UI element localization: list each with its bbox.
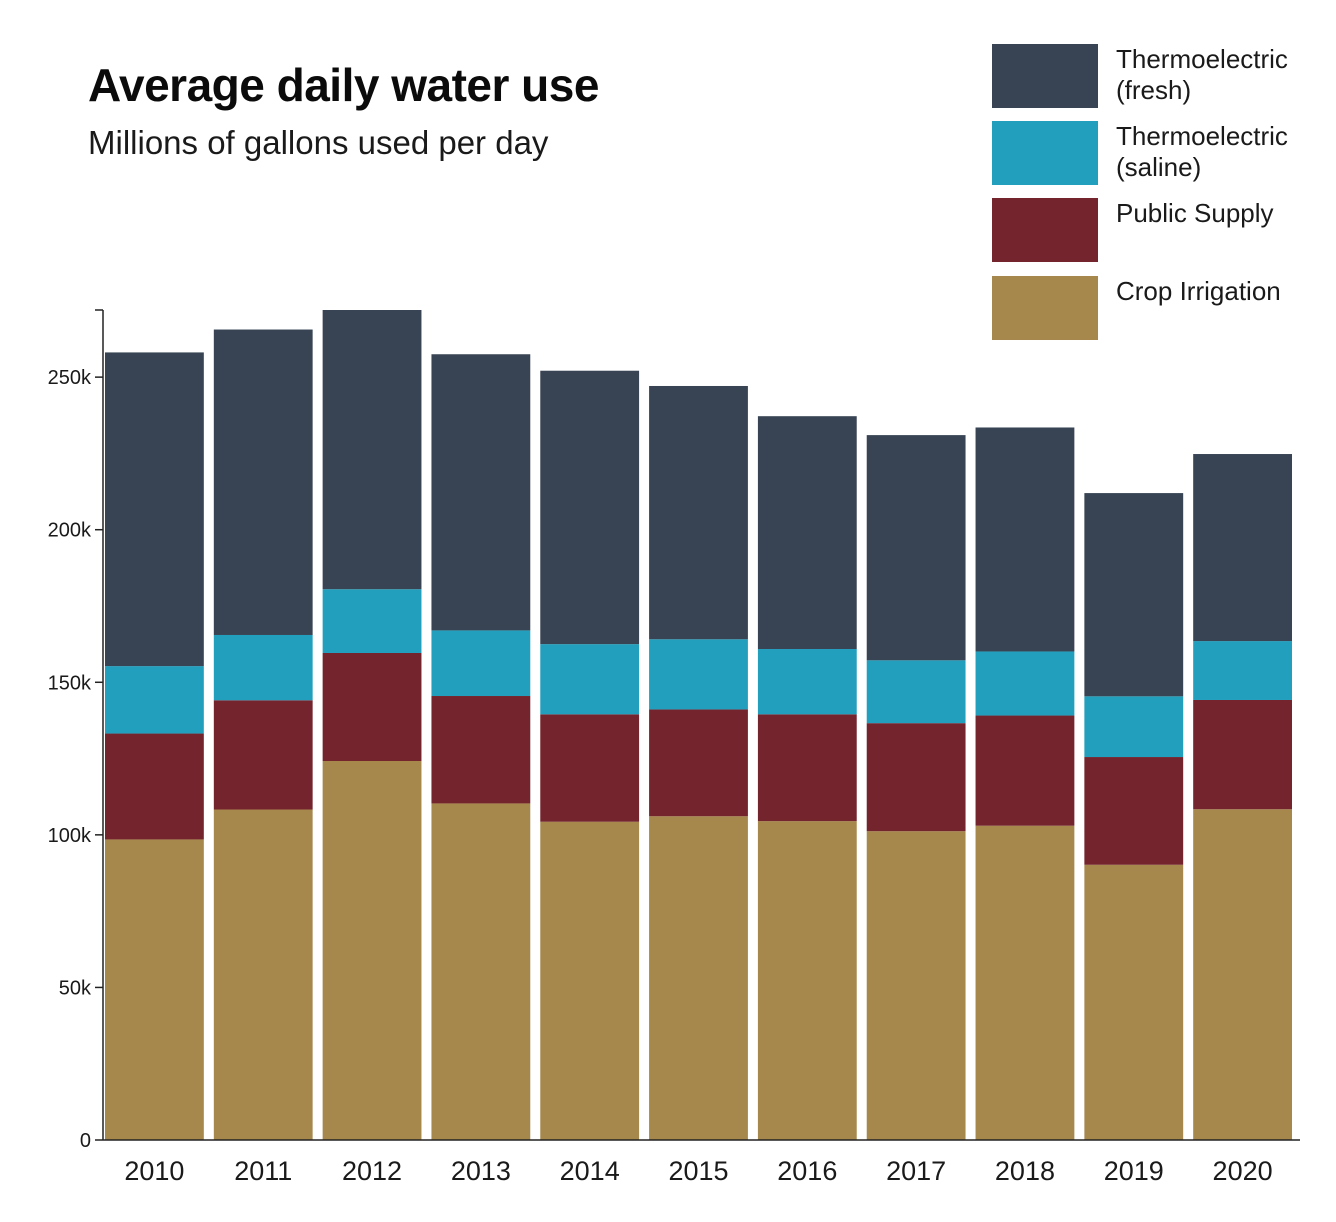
bar-2011-public-supply bbox=[213, 700, 313, 810]
bar-2010-thermoelectric-saline bbox=[105, 666, 204, 734]
bar-2016-public-supply bbox=[757, 714, 857, 822]
bar-2018-public-supply bbox=[975, 715, 1075, 826]
x-tick-label: 2018 bbox=[995, 1156, 1055, 1186]
legend-item-thermoelectric-saline: Thermoelectric (saline) bbox=[992, 121, 1332, 185]
axes: 2010 2011 2012 2013 2014 2015 2016 2017 2018 2019… bbox=[48, 309, 1300, 1186]
bar-2017-thermoelectric-saline bbox=[866, 660, 966, 724]
bar-2016-thermoelectric-saline bbox=[757, 649, 857, 715]
bar-2011-thermoelectric-fresh bbox=[213, 329, 313, 635]
bar-2014-public-supply bbox=[540, 714, 640, 822]
bar-2018-thermoelectric-saline bbox=[975, 651, 1075, 716]
bar-2010-crop-irrigation bbox=[105, 839, 204, 1140]
y-tick-label: 200k bbox=[48, 520, 92, 542]
bar-2012-crop-irrigation bbox=[322, 761, 422, 1140]
bar-2012-thermoelectric-saline bbox=[322, 589, 422, 653]
bar-2010-public-supply bbox=[105, 733, 204, 840]
bar-2016-thermoelectric-fresh bbox=[757, 416, 857, 650]
bar-2015-crop-irrigation bbox=[649, 816, 748, 1140]
x-tick-label: 2019 bbox=[1104, 1156, 1164, 1186]
bar-2020-crop-irrigation bbox=[1193, 809, 1292, 1140]
bar-2020-thermoelectric-saline bbox=[1193, 641, 1292, 700]
legend-swatch-public-supply bbox=[992, 198, 1098, 262]
bar-2020-thermoelectric-fresh bbox=[1193, 454, 1292, 642]
y-tick-label: 0 bbox=[80, 1130, 91, 1152]
bar-2017-crop-irrigation bbox=[866, 831, 966, 1140]
bar-2016-crop-irrigation bbox=[757, 821, 857, 1140]
chart-subtitle: Millions of gallons used per day bbox=[88, 124, 549, 161]
bar-2013-thermoelectric-fresh bbox=[431, 354, 531, 631]
x-tick-label: 2011 bbox=[234, 1156, 292, 1186]
bar-group bbox=[105, 310, 1292, 1140]
x-tick-label: 2012 bbox=[342, 1156, 402, 1186]
bar-2019-thermoelectric-saline bbox=[1084, 696, 1184, 758]
bar-2018-thermoelectric-fresh bbox=[975, 427, 1075, 652]
y-tick-label: 100k bbox=[48, 825, 92, 847]
bar-2015-thermoelectric-fresh bbox=[649, 385, 748, 640]
legend-item-crop-irrigation: Crop Irrigation bbox=[992, 276, 1332, 340]
bar-2013-thermoelectric-saline bbox=[431, 630, 531, 697]
bar-2019-public-supply bbox=[1084, 757, 1184, 865]
x-tick-label: 2017 bbox=[886, 1156, 946, 1186]
x-tick-label: 2015 bbox=[668, 1156, 728, 1186]
bar-2015-thermoelectric-saline bbox=[649, 639, 748, 710]
bar-2014-thermoelectric-fresh bbox=[540, 370, 640, 645]
legend-swatch-thermoelectric-saline bbox=[992, 121, 1098, 185]
legend-swatch-thermoelectric-fresh bbox=[992, 44, 1098, 108]
x-tick-label: 2014 bbox=[560, 1156, 620, 1186]
legend-item-public-supply: Public Supply bbox=[992, 198, 1332, 262]
legend-label-crop-irrigation: Crop Irrigation bbox=[1116, 276, 1281, 306]
y-tick-label: 150k bbox=[48, 672, 92, 694]
bar-2017-thermoelectric-fresh bbox=[866, 435, 966, 661]
legend-swatch-crop-irrigation bbox=[992, 276, 1098, 340]
legend-item-thermoelectric-fresh: Thermoelectric (fresh) bbox=[992, 44, 1332, 108]
legend-label-public-supply: Public Supply bbox=[1116, 198, 1274, 228]
bar-2014-crop-irrigation bbox=[540, 821, 640, 1140]
y-tick-label: 250k bbox=[48, 367, 92, 389]
legend-label-thermoelectric-fresh: Thermoelectric (fresh) bbox=[1116, 44, 1288, 105]
x-tick-label: 2020 bbox=[1213, 1156, 1273, 1186]
bar-2011-crop-irrigation bbox=[213, 809, 313, 1140]
bar-2012-thermoelectric-fresh bbox=[322, 310, 422, 590]
bar-2011-thermoelectric-saline bbox=[213, 634, 313, 701]
bar-2017-public-supply bbox=[866, 723, 966, 832]
legend-label-thermoelectric-saline: Thermoelectric (saline) bbox=[1116, 121, 1288, 182]
bar-2015-public-supply bbox=[649, 709, 748, 817]
x-tick-label: 2010 bbox=[124, 1156, 184, 1186]
chart-title: Average daily water use bbox=[88, 59, 599, 111]
bar-2010-thermoelectric-fresh bbox=[105, 352, 204, 667]
bar-2018-crop-irrigation bbox=[975, 825, 1075, 1140]
bar-2019-crop-irrigation bbox=[1084, 864, 1184, 1140]
y-tick-label: 50k bbox=[59, 977, 92, 999]
bar-2019-thermoelectric-fresh bbox=[1084, 493, 1184, 697]
bar-2012-public-supply bbox=[322, 652, 422, 762]
bar-2013-public-supply bbox=[431, 696, 531, 804]
x-tick-label: 2013 bbox=[451, 1156, 511, 1186]
x-tick-label: 2016 bbox=[777, 1156, 837, 1186]
bar-2014-thermoelectric-saline bbox=[540, 644, 640, 715]
bar-2020-public-supply bbox=[1193, 699, 1292, 810]
bar-2013-crop-irrigation bbox=[431, 803, 531, 1140]
